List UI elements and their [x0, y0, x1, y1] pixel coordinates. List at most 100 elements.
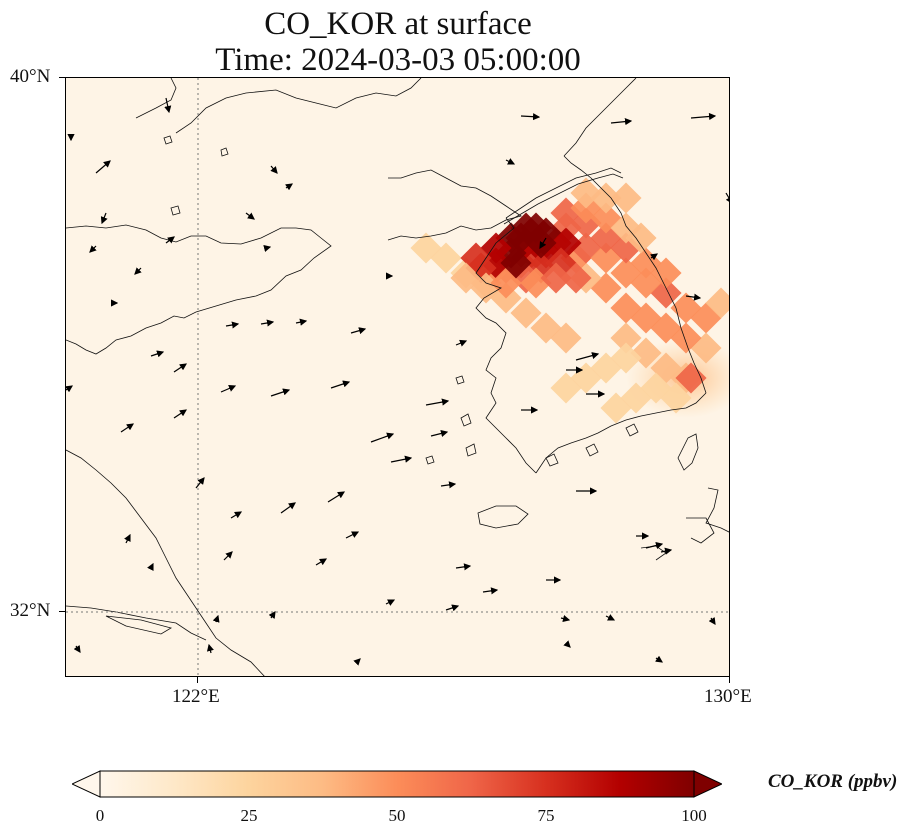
coastline-northkorea-east: [563, 78, 637, 157]
wind-arrow: [455, 563, 472, 571]
lon-tick-122: [197, 677, 198, 683]
wind-arrow: [330, 380, 351, 389]
colorbar-extend-low: [72, 770, 101, 798]
wind-arrow: [263, 244, 272, 252]
wind-arrow: [165, 236, 175, 244]
wind-arrow: [220, 385, 237, 393]
lat-tick-32: [59, 611, 65, 612]
wind-arrow: [575, 352, 600, 361]
coastline-jeju: [477, 505, 529, 529]
wind-arrow: [505, 158, 516, 165]
wind-arrow: [164, 97, 172, 114]
wind-arrow: [425, 398, 450, 406]
lat-label-32n: 32°N: [10, 600, 51, 621]
coastline-yangtze-island: [105, 615, 173, 635]
wind-arrow: [100, 212, 108, 225]
wind-arrow: [280, 502, 296, 514]
wind-arrow: [685, 293, 702, 301]
lon-label-122e: 122°E: [172, 686, 220, 707]
coastline-tsushima: [677, 433, 699, 471]
wind-arrow: [66, 385, 73, 393]
coastline-korea-south: [535, 392, 707, 474]
wind-arrow: [268, 611, 276, 619]
wind-arrow: [285, 183, 293, 191]
coastline-yangtze: [66, 605, 207, 641]
wind-arrow: [124, 533, 131, 544]
colorbar-gradient: [99, 770, 695, 798]
coastline-liaodong: [135, 78, 422, 134]
colorbar-tick-50: 50: [388, 806, 406, 825]
colorbar-title: CO_KOR (ppbv): [768, 771, 898, 792]
gridlines: [66, 78, 729, 676]
wind-arrow: [482, 587, 499, 595]
wind-arrow: [73, 645, 81, 653]
wind-arrow: [440, 481, 457, 489]
wind-arrow: [89, 245, 97, 253]
wind-arrow: [430, 429, 449, 437]
colorbar-tick-25: 25: [240, 806, 258, 825]
wind-arrow: [147, 562, 154, 571]
coastline-korea-east: [563, 155, 707, 394]
wind-arrow: [295, 318, 308, 326]
colorbar-extend-high: [693, 770, 722, 798]
wind-arrow: [150, 350, 165, 358]
wind-arrow: [385, 599, 396, 606]
wind-arrow: [270, 165, 278, 174]
coastlines: [66, 78, 729, 676]
wind-arrow: [225, 321, 240, 329]
wind-arrow: [690, 112, 717, 121]
wind-arrow: [725, 192, 729, 205]
wind-arrow: [245, 212, 255, 220]
colorbar: [72, 770, 722, 798]
lon-label-130e: 130°E: [704, 686, 752, 707]
wind-arrow: [610, 118, 633, 126]
dmz-border-2: [503, 173, 624, 225]
wind-arrow: [563, 640, 571, 648]
colorbar-tick-100: 100: [681, 806, 707, 825]
map-title: CO_KOR at surface: [264, 6, 532, 42]
wind-arrow: [645, 541, 664, 549]
wind-arrow: [327, 491, 346, 503]
wind-vectors: [66, 97, 729, 666]
wind-arrow: [315, 558, 328, 566]
coastline-islands: [163, 135, 639, 467]
wind-arrow: [370, 432, 395, 443]
wind-arrow: [173, 363, 187, 373]
wind-arrow: [390, 455, 413, 463]
wind-arrow: [95, 160, 111, 174]
colorbar-tick-75: 75: [537, 806, 555, 825]
wind-arrow: [345, 531, 360, 539]
wind-arrow: [195, 477, 205, 489]
wind-arrow: [650, 253, 658, 261]
wind-arrow: [445, 604, 460, 612]
wind-arrow: [660, 547, 673, 555]
wind-arrow: [270, 388, 291, 397]
coastline-northkorea-west: [387, 169, 522, 241]
wind-arrow: [708, 617, 716, 625]
lat-tick-40: [59, 77, 65, 78]
wind-arrow: [173, 409, 187, 419]
colorbar-tick-0: 0: [95, 806, 105, 825]
concentration-cell: [410, 232, 442, 264]
wind-arrow: [206, 643, 214, 654]
wind-arrow: [260, 319, 275, 327]
wind-arrow: [539, 237, 547, 250]
wind-arrow: [520, 113, 541, 121]
wind-arrow: [212, 614, 220, 623]
lon-tick-130: [729, 677, 730, 683]
wind-arrow: [223, 551, 233, 561]
map-canvas: [66, 78, 729, 676]
coastline-china-south: [66, 449, 265, 676]
map-panel[interactable]: [65, 77, 730, 677]
wind-arrow: [605, 614, 616, 621]
wind-arrow: [655, 655, 663, 663]
map-subtitle: Time: 2024-03-03 05:00:00: [215, 42, 581, 78]
wind-arrow: [455, 339, 468, 347]
wind-arrow: [353, 658, 361, 666]
wind-arrow: [230, 511, 243, 519]
dmz-border: [505, 167, 622, 219]
wind-arrow: [134, 267, 142, 275]
coastline-korea-west: [475, 217, 537, 474]
wind-arrow: [120, 423, 134, 433]
lat-label-40n: 40°N: [10, 66, 51, 87]
